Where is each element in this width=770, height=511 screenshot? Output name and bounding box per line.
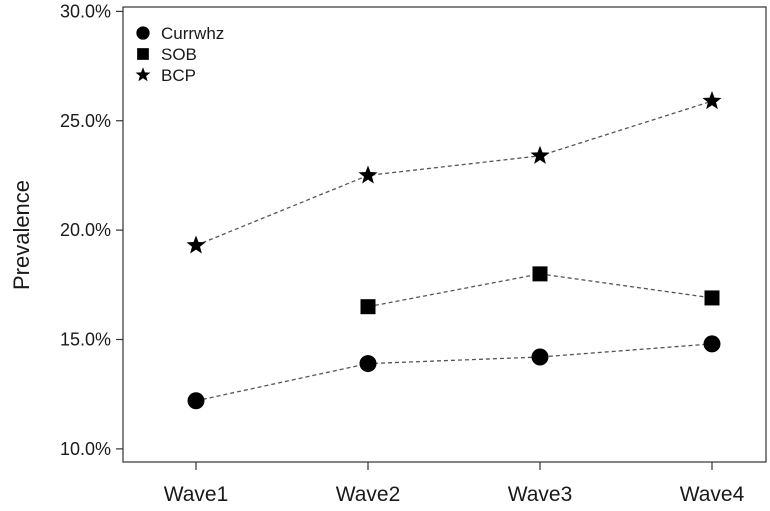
legend-label-sob: SOB	[161, 45, 197, 64]
y-axis: 10.0% 15.0% 20.0% 25.0% 30.0%	[60, 1, 123, 459]
series-markers	[186, 91, 722, 410]
series-line-bcp	[195, 100, 713, 247]
x-tick-label-wave4: Wave4	[680, 483, 745, 506]
legend-marker-sob	[137, 48, 149, 60]
data-point-bcp-wave1	[186, 235, 206, 254]
data-point-sob-wave2	[360, 299, 376, 315]
legend: Currwhz SOB BCP	[135, 24, 224, 85]
data-point-bcp-wave4	[702, 91, 722, 110]
y-axis-title: Prevalence	[9, 180, 34, 290]
y-tick-label: 10.0%	[60, 439, 111, 459]
data-point-sob-wave3	[532, 266, 548, 282]
x-tick-label-wave3: Wave3	[508, 483, 573, 506]
series-lines	[195, 100, 713, 402]
data-point-currwhz-wave4	[703, 335, 721, 353]
data-point-currwhz-wave2	[359, 355, 377, 373]
plot-frame	[122, 6, 767, 463]
legend-marker-bcp	[135, 67, 151, 82]
y-tick-label: 15.0%	[60, 330, 111, 350]
data-point-currwhz-wave1	[187, 392, 205, 410]
legend-label-bcp: BCP	[161, 66, 196, 85]
y-tick-label: 25.0%	[60, 111, 111, 131]
y-tick-label: 20.0%	[60, 220, 111, 240]
x-axis: Wave1 Wave2 Wave3 Wave4	[164, 462, 745, 506]
legend-label-currwhz: Currwhz	[161, 24, 224, 43]
data-point-sob-wave4	[704, 290, 720, 306]
y-tick-label: 30.0%	[60, 1, 111, 21]
series-line-currwhz	[195, 343, 713, 402]
data-point-bcp-wave2	[358, 165, 378, 184]
x-tick-label-wave1: Wave1	[164, 483, 229, 506]
x-tick-label-wave2: Wave2	[336, 483, 401, 506]
data-point-bcp-wave3	[530, 145, 550, 164]
legend-marker-currwhz	[136, 26, 150, 40]
data-point-currwhz-wave3	[531, 348, 549, 366]
